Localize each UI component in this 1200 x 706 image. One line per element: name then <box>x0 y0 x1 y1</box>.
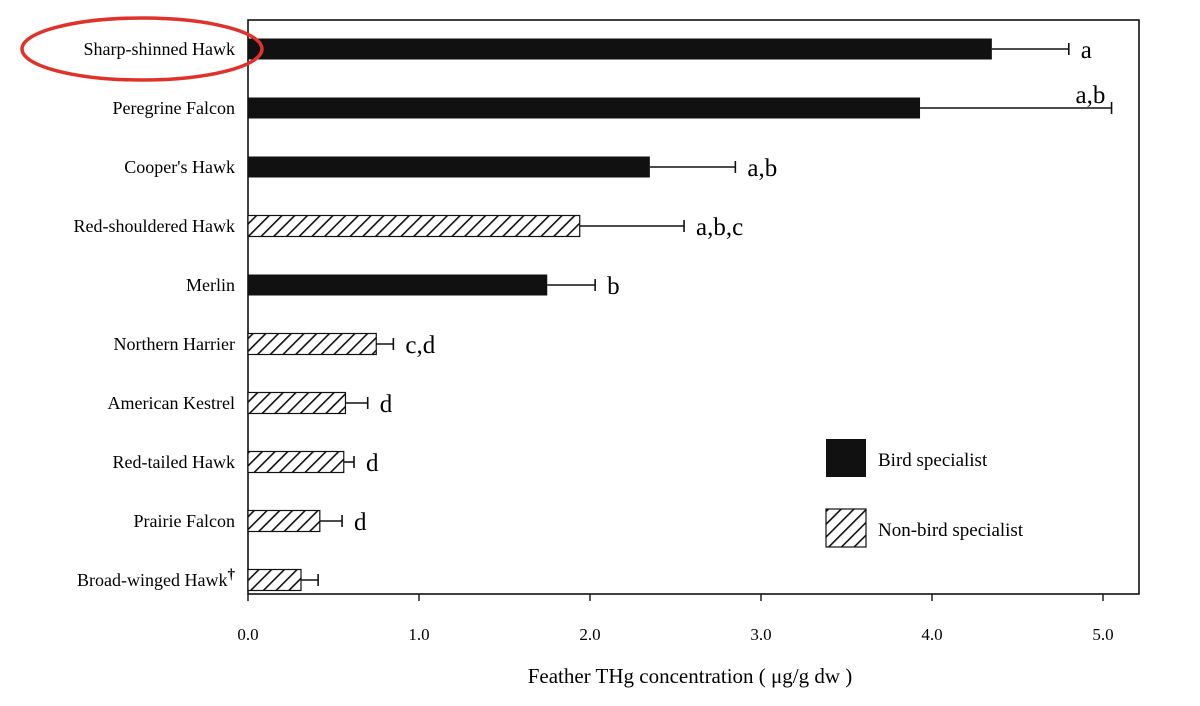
category-label-red-tailed-hawk: Red-tailed Hawk <box>113 452 235 472</box>
bar-broad-winged-hawk <box>247 568 302 592</box>
x-tick-label: 1.0 <box>408 625 429 644</box>
significance-label-peregrine-falcon: a,b <box>1076 82 1106 109</box>
x-axis-title: Feather THg concentration ( μg/g dw ) <box>528 664 853 688</box>
bar-american-kestrel <box>247 391 347 415</box>
x-tick-label: 5.0 <box>1092 625 1113 644</box>
dagger-mark: † <box>228 567 236 583</box>
bar-sharp-shinned-hawk <box>248 38 992 60</box>
bars-layer: a a,b a,b a,b,c b c,d d d d <box>247 37 1113 592</box>
plot-frame <box>247 19 1140 595</box>
bar-prairie-falcon <box>247 509 321 533</box>
x-tick-label: 4.0 <box>921 625 942 644</box>
category-label-red-shouldered-hawk: Red-shouldered Hawk <box>74 216 235 236</box>
significance-label-cooper-s-hawk: a,b <box>747 155 777 182</box>
category-label-prairie-falcon: Prairie Falcon <box>134 511 235 531</box>
bar-northern-harrier <box>247 332 377 356</box>
x-tick-label: 2.0 <box>579 625 600 644</box>
significance-label-sharp-shinned-hawk: a <box>1081 37 1092 64</box>
highlight-circle <box>20 16 264 82</box>
x-tick-label: 3.0 <box>750 625 771 644</box>
x-axis-ticks-layer: 0.0 1.0 2.0 3.0 4.0 5.0 <box>237 594 1114 644</box>
significance-label-prairie-falcon: d <box>354 509 367 536</box>
bar-red-shouldered-hawk <box>247 214 581 238</box>
category-label-american-kestrel: American Kestrel <box>108 393 235 413</box>
bar-peregrine-falcon <box>248 97 921 119</box>
bar-red-tailed-hawk <box>247 450 345 474</box>
category-label-broad-winged-hawk: Broad-winged Hawk† <box>77 567 235 590</box>
significance-label-merlin: b <box>607 273 620 300</box>
x-tick-label: 0.0 <box>237 625 258 644</box>
legend-label-non-bird-specialist: Non-bird specialist <box>878 520 1024 541</box>
category-labels-layer: Sharp-shinned Hawk Peregrine Falcon Cooper… <box>74 39 236 590</box>
bar-merlin <box>248 274 548 296</box>
category-label-sharp-shinned-hawk: Sharp-shinned Hawk <box>84 39 235 59</box>
category-label-peregrine-falcon: Peregrine Falcon <box>113 98 235 118</box>
significance-label-northern-harrier: c,d <box>405 332 435 359</box>
legend-swatch-solid <box>826 439 866 477</box>
bar-cooper-s-hawk <box>248 156 650 178</box>
category-label-merlin: Merlin <box>186 275 235 295</box>
legend: Bird specialist Non-bird specialist <box>825 439 1024 548</box>
significance-label-american-kestrel: d <box>380 391 393 418</box>
significance-label-red-shouldered-hawk: a,b,c <box>696 214 743 241</box>
legend-label-bird-specialist: Bird specialist <box>878 450 988 471</box>
category-label-cooper-s-hawk: Cooper's Hawk <box>124 157 235 177</box>
significance-label-red-tailed-hawk: d <box>366 450 379 477</box>
legend-swatch-hatched <box>825 508 867 548</box>
category-label-northern-harrier: Northern Harrier <box>114 334 235 354</box>
